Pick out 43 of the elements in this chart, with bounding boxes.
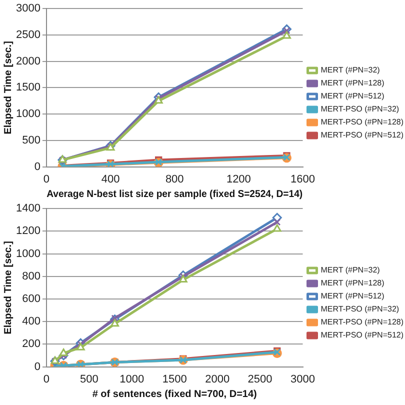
y-tick-label: 2000 — [16, 55, 40, 68]
y-tick-label: 0 — [34, 160, 40, 173]
legend-label: MERT-PSO (#PN=32) — [320, 304, 400, 314]
legend-label: MERT (#PN=32) — [320, 66, 380, 75]
y-tick-label: 800 — [22, 270, 40, 282]
x-tick-label: 0 — [43, 373, 50, 386]
x-tick-label: 1000 — [120, 373, 144, 386]
legend-label: MERT (#PN=32) — [320, 266, 380, 275]
legend-label: MERT-PSO (#PN=32) — [320, 104, 400, 114]
x-tick-label: 400 — [101, 173, 120, 186]
y-tick-label: 500 — [22, 134, 40, 146]
y-tick-label: 200 — [22, 338, 40, 350]
y-tick-label: 1500 — [16, 82, 40, 94]
y-tick-label: 1000 — [16, 108, 40, 120]
y-tick-label: 2500 — [16, 29, 40, 41]
x-axis-title: # of sentences (fixed N=700, D=14) — [92, 388, 257, 400]
y-tick-label: 1400 — [16, 202, 40, 215]
legend-label: MERT-PSO (#PN=128) — [320, 118, 404, 127]
legend-label: MERT (#PN=512) — [320, 92, 385, 101]
y-tick-label: 400 — [22, 316, 40, 328]
legend-label: MERT (#PN=512) — [320, 292, 385, 301]
x-tick-label: 1600 — [290, 173, 315, 186]
y-tick-label: 600 — [22, 293, 40, 306]
x-tick-label: 0 — [43, 173, 50, 186]
legend-label: MERT-PSO (#PN=512) — [320, 330, 404, 340]
x-tick-label: 1500 — [162, 373, 187, 386]
legend-label: MERT-PSO (#PN=512) — [320, 130, 404, 140]
legend-label: MERT (#PN=128) — [320, 78, 385, 88]
y-tick-label: 0 — [34, 360, 40, 373]
x-tick-label: 800 — [165, 173, 184, 186]
legend-label: MERT (#PN=128) — [320, 278, 385, 288]
y-tick-label: 1200 — [16, 225, 40, 238]
x-tick-label: 3000 — [290, 373, 315, 386]
y-axis-title: Elapsed Time [sec.] — [2, 41, 14, 134]
x-tick-label: 2000 — [205, 373, 230, 386]
legend-label: MERT-PSO (#PN=128) — [320, 318, 404, 327]
x-tick-label: 500 — [80, 373, 98, 386]
x-tick-label: 2500 — [248, 373, 272, 386]
y-axis-title: Elapsed Time [sec.] — [2, 241, 14, 334]
x-tick-label: 1200 — [226, 173, 251, 186]
y-tick-label: 3000 — [16, 2, 40, 15]
x-axis-title: Average N-best list size per sample (fixed S=2524, D=14) — [46, 188, 303, 200]
y-tick-label: 1000 — [16, 248, 40, 260]
